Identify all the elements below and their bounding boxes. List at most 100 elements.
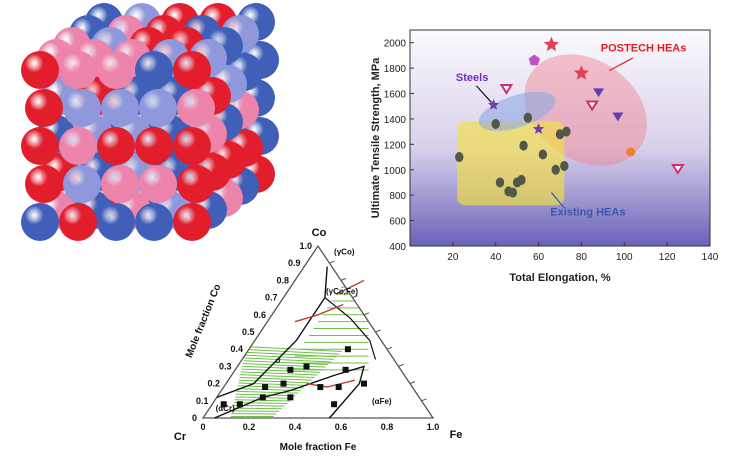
phase-boundary xyxy=(216,266,328,399)
phase-boundary xyxy=(290,365,366,419)
data-point-existing-heas xyxy=(455,152,464,163)
composition-point xyxy=(303,363,310,370)
x-axis-label: Total Elongation, % xyxy=(509,272,610,284)
data-point-postech-heas xyxy=(528,54,540,66)
atom-cluster-illustration xyxy=(21,3,279,241)
fe-tick-label: 0.2 xyxy=(243,422,256,432)
phase-boundary xyxy=(294,303,344,323)
atom xyxy=(177,165,215,203)
phase-label: σ xyxy=(275,356,281,365)
atom xyxy=(101,89,139,127)
fe-tick xyxy=(386,346,393,350)
composition-point xyxy=(317,384,324,391)
data-point-steels xyxy=(487,99,500,110)
composition-point xyxy=(361,380,367,387)
co-tick-label: 0.2 xyxy=(207,379,220,389)
tie-line xyxy=(238,382,307,386)
atom xyxy=(59,127,97,165)
y-axis-label: Ultimate Tensile Strength, MPa xyxy=(370,57,382,218)
fe-tick-label: 0.6 xyxy=(335,422,348,432)
phase-label: (γCo) xyxy=(334,248,355,257)
co-tick-label: 0.1 xyxy=(196,396,209,406)
x-tick-label: 80 xyxy=(576,252,588,263)
atom xyxy=(135,203,173,241)
x-tick-label: 100 xyxy=(616,252,633,263)
atom xyxy=(25,89,63,127)
y-tick-label: 1800 xyxy=(384,64,407,75)
corner-label-cr: Cr xyxy=(174,431,187,443)
ternary-frame xyxy=(201,244,435,419)
atom xyxy=(101,165,139,203)
x-tick-label: 20 xyxy=(447,252,459,263)
strength-elongation-chart: 400 600 800 1000 1200 1400 1600 1800 2000 20 40 60 8… xyxy=(370,29,719,284)
composition-point xyxy=(262,384,269,391)
postech-pointer xyxy=(609,57,634,72)
co-tick-label: 0.3 xyxy=(219,361,232,371)
co-tick-label: 0 xyxy=(192,413,197,423)
tie-line xyxy=(248,349,340,355)
data-point-existing-heas xyxy=(517,174,526,185)
y-tick-label: 2000 xyxy=(384,39,407,50)
composition-point xyxy=(331,401,338,408)
fe-tick-label: 1.0 xyxy=(427,422,440,432)
data-point-postech-heas xyxy=(671,163,685,175)
atom xyxy=(97,203,135,241)
atom xyxy=(21,203,59,241)
data-point-postech-heas xyxy=(612,112,624,122)
co-tick-label: 0.6 xyxy=(253,310,266,320)
fe-tick xyxy=(352,295,358,299)
atom xyxy=(59,203,97,241)
postech-label: POSTECH HEAs xyxy=(601,43,687,55)
x-tick-label: 60 xyxy=(533,252,545,263)
data-point-postech-heas xyxy=(573,65,589,80)
tie-line xyxy=(239,376,312,381)
fe-tick-label: 0.8 xyxy=(381,422,394,432)
data-point-postech-heas xyxy=(593,88,605,98)
corner-label-co: Co xyxy=(312,227,327,239)
data-point-steels xyxy=(532,123,545,134)
atom xyxy=(173,51,211,89)
data-point-existing-heas xyxy=(508,187,518,198)
y-tick-label: 400 xyxy=(389,242,406,253)
co-tick-label: 0.5 xyxy=(242,327,255,337)
y-tick-label: 1200 xyxy=(384,140,407,151)
data-point-existing-heas xyxy=(562,126,571,137)
data-point-existing-heas xyxy=(560,160,569,171)
existing-heas-pointer xyxy=(550,192,565,209)
atom xyxy=(177,89,215,127)
tie-line xyxy=(232,407,282,410)
tie-line xyxy=(243,360,329,366)
co-tick-label: 0.7 xyxy=(265,293,278,303)
data-point-existing-heas xyxy=(491,119,500,130)
tie-line xyxy=(242,363,326,368)
phase-label: (αFe) xyxy=(372,397,392,406)
ternary-phase-diagram: 0 0.1 0.2 0.3 0.4 0.5 0.6 0.7 0.8 0.9 1.0 0 0.2 0.4 0.… xyxy=(174,227,463,453)
atom xyxy=(25,165,63,203)
y-tick-label: 1000 xyxy=(384,166,407,177)
ternary-y-label: Mole fraction Co xyxy=(184,283,224,360)
data-point-existing-heas xyxy=(538,149,548,160)
fe-tick xyxy=(340,277,347,281)
fe-tick xyxy=(398,363,404,367)
composition-point xyxy=(280,380,287,387)
atom xyxy=(97,51,135,89)
co-tick-label: 0.8 xyxy=(276,275,289,285)
fe-tick xyxy=(375,329,381,333)
tie-line xyxy=(240,371,318,376)
x-tick-label: 120 xyxy=(659,252,676,263)
data-point-postech-heas xyxy=(585,100,599,112)
tie-line xyxy=(234,402,288,405)
x-tick-label: 40 xyxy=(490,252,502,263)
tie-line xyxy=(236,390,299,394)
atom xyxy=(135,51,173,89)
y-tick-label: 800 xyxy=(389,191,406,202)
phase-label: (αCr) xyxy=(216,404,235,413)
atom xyxy=(139,89,177,127)
composition-point xyxy=(335,384,342,391)
tie-line xyxy=(250,346,342,353)
corner-label-fe: Fe xyxy=(450,429,463,441)
tie-line xyxy=(244,354,334,360)
y-tick-label: 1600 xyxy=(384,90,407,101)
existing-heas-region xyxy=(457,121,565,206)
composition-point xyxy=(236,401,243,408)
